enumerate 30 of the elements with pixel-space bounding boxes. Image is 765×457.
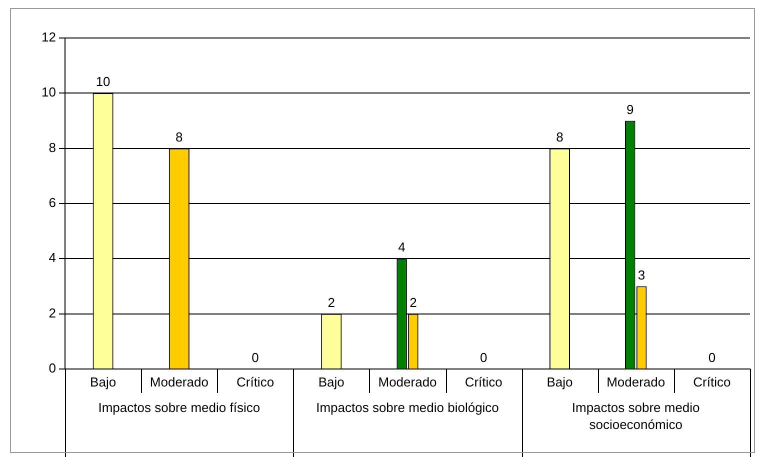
text: Impactos sobre medio biológico xyxy=(316,400,499,416)
y-tick-label: 12 xyxy=(42,30,56,45)
y-tick-label: 2 xyxy=(48,305,56,320)
y-tick-label: 6 xyxy=(48,195,56,210)
data-label: 10 xyxy=(96,74,110,90)
y-tick-label: 4 xyxy=(48,250,56,266)
x-tick-label: Moderado xyxy=(606,374,666,390)
data-label: 0 xyxy=(480,350,488,366)
data-label: 8 xyxy=(556,129,564,144)
data-label: 2 xyxy=(410,294,417,310)
data-label: 3 xyxy=(638,267,646,282)
data-label: 2 xyxy=(328,294,336,310)
x-tick-label: Bajo xyxy=(318,374,344,390)
x-tick-label: Crítico xyxy=(693,374,731,390)
x-tick-label: Moderado xyxy=(378,374,437,390)
data-label: 4 xyxy=(398,240,406,255)
data-label: 8 xyxy=(176,129,183,144)
x-tick-label: Crítico xyxy=(464,374,502,390)
data-label: 0 xyxy=(252,350,259,366)
text: Impactos sobre medio físico xyxy=(98,400,260,416)
y-tick-label: 0 xyxy=(48,360,56,376)
text: Impactos sobre medio socioeconómico xyxy=(572,400,700,432)
data-label: 0 xyxy=(708,350,716,366)
x-tick-label: Bajo xyxy=(546,374,573,390)
data-label: 9 xyxy=(626,102,634,117)
x-tick-label: Crítico xyxy=(236,374,274,390)
x-tick-label: Bajo xyxy=(90,374,116,390)
y-tick-label: 8 xyxy=(48,140,56,155)
y-tick-label: 10 xyxy=(42,84,56,100)
x-tick-label: Moderado xyxy=(150,374,208,390)
